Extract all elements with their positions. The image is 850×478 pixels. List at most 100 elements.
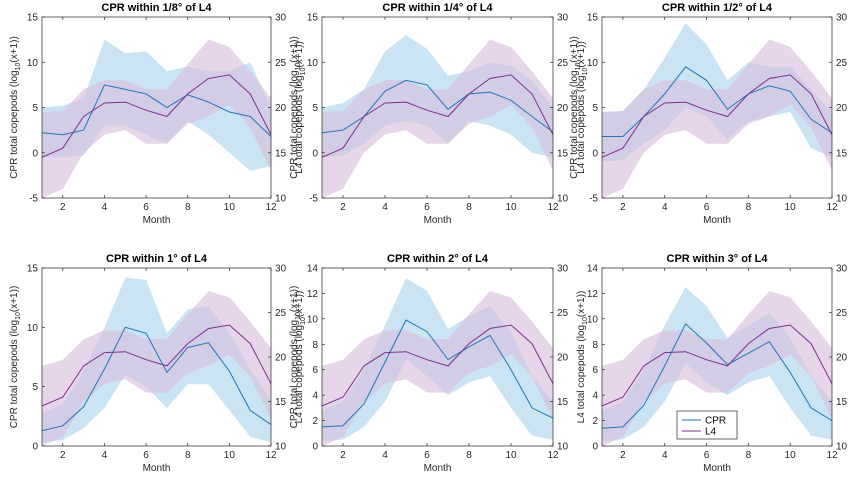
series-line-l4 xyxy=(42,324,271,407)
x-tick-label: 12 xyxy=(826,202,838,213)
y-left-axis-label: CPR total copepods (log10(x+1)) xyxy=(569,36,582,179)
y-right-tick-label: 25 xyxy=(275,58,287,69)
x-tick-label: 6 xyxy=(143,450,149,461)
y-right-tick-label: 10 xyxy=(275,194,287,205)
x-tick-label: 10 xyxy=(785,202,797,213)
y-right-tick-label: 30 xyxy=(557,264,569,275)
series-line-l4 xyxy=(602,74,832,158)
y-right-tick-label: 10 xyxy=(836,442,848,453)
y-left-tick-label: 15 xyxy=(27,13,39,24)
y-left-tick-label: 10 xyxy=(27,323,39,334)
x-tick-label: 6 xyxy=(424,202,430,213)
y-left-axis-label: CPR total copepods (log10(x+1)) xyxy=(9,286,22,429)
y-right-tick-label: 20 xyxy=(836,353,848,364)
y-left-tick-label: 10 xyxy=(587,314,599,325)
x-tick-label: 4 xyxy=(102,450,108,461)
x-tick-label: 10 xyxy=(224,450,236,461)
y-left-axis-label: CPR total copepods (log10(x+1)) xyxy=(289,36,302,179)
series-line-cpr xyxy=(42,84,271,137)
x-tick-label: 4 xyxy=(382,450,388,461)
series-line-cpr xyxy=(322,319,553,428)
chart-title: CPR within 3° of L4 xyxy=(667,253,769,265)
x-tick-label: 2 xyxy=(620,450,626,461)
y-right-axis-label: L4 total copepods (log10(x+1)) xyxy=(576,291,589,424)
y-left-tick-label: 15 xyxy=(27,264,39,275)
x-tick-label: 10 xyxy=(785,450,797,461)
x-tick-label: 12 xyxy=(265,450,277,461)
x-tick-label: 2 xyxy=(340,450,346,461)
y-left-tick-label: 2 xyxy=(592,416,598,427)
y-left-tick-label: 10 xyxy=(307,314,319,325)
band-l4 xyxy=(602,291,832,446)
x-tick-label: 4 xyxy=(102,202,108,213)
y-left-tick-label: 12 xyxy=(307,289,319,300)
x-tick-label: 6 xyxy=(143,202,149,213)
series-line-cpr xyxy=(602,66,832,137)
y-right-axis-label: L4 total copepods (log10(x+1)) xyxy=(576,41,589,174)
x-tick-label: 8 xyxy=(466,202,472,213)
x-tick-label: 10 xyxy=(224,202,236,213)
x-axis-label: Month xyxy=(143,463,171,474)
y-right-tick-label: 10 xyxy=(275,442,287,453)
chart-title: CPR within 1/2° of L4 xyxy=(662,2,773,14)
x-tick-label: 6 xyxy=(424,450,430,461)
y-right-tick-label: 15 xyxy=(275,397,287,408)
series-line-cpr xyxy=(602,323,832,429)
y-left-tick-label: 10 xyxy=(27,58,39,69)
y-right-tick-label: 30 xyxy=(275,264,287,275)
x-tick-label: 6 xyxy=(704,450,710,461)
x-tick-label: 12 xyxy=(826,450,838,461)
y-right-tick-label: 20 xyxy=(557,103,569,114)
y-right-tick-label: 25 xyxy=(836,58,848,69)
y-right-tick-label: 15 xyxy=(557,148,569,159)
y-right-tick-label: 10 xyxy=(557,442,569,453)
band-l4 xyxy=(42,39,271,198)
y-left-tick-label: 0 xyxy=(32,442,38,453)
y-right-tick-label: 25 xyxy=(836,308,848,319)
y-right-tick-label: 25 xyxy=(275,308,287,319)
y-right-tick-label: 15 xyxy=(275,148,287,159)
chart-title: CPR within 1/8° of L4 xyxy=(101,2,212,14)
y-left-tick-label: 4 xyxy=(592,391,598,402)
y-right-tick-label: 25 xyxy=(557,308,569,319)
series-line-l4 xyxy=(322,324,553,407)
y-right-tick-label: 10 xyxy=(557,194,569,205)
x-tick-label: 8 xyxy=(746,202,752,213)
y-left-axis-label: CPR total copepods (log10(x+1)) xyxy=(289,286,302,429)
chart-title: CPR within 2° of L4 xyxy=(387,253,489,265)
y-left-tick-label: 14 xyxy=(307,264,319,275)
y-left-tick-label: 0 xyxy=(592,148,598,159)
y-left-tick-label: 5 xyxy=(32,103,38,114)
x-tick-label: 10 xyxy=(505,450,517,461)
series-line-l4 xyxy=(322,74,553,158)
y-right-tick-label: 20 xyxy=(557,353,569,364)
y-left-tick-label: 0 xyxy=(312,148,318,159)
y-left-tick-label: 10 xyxy=(587,58,599,69)
y-left-axis-label: CPR total copepods (log10(x+1)) xyxy=(9,36,22,179)
x-tick-label: 10 xyxy=(505,202,517,213)
band-l4 xyxy=(42,291,271,446)
y-right-axis-label: L4 total copepods (log10(x+1)) xyxy=(294,291,307,424)
x-tick-label: 8 xyxy=(185,202,191,213)
y-right-tick-label: 30 xyxy=(275,13,287,24)
x-tick-label: 2 xyxy=(340,202,346,213)
y-right-tick-label: 10 xyxy=(836,194,848,205)
x-axis-label: Month xyxy=(703,215,731,226)
series-line-cpr xyxy=(42,326,271,432)
y-left-tick-label: 5 xyxy=(592,103,598,114)
y-left-tick-label: 15 xyxy=(587,13,599,24)
y-right-tick-label: 15 xyxy=(836,148,848,159)
y-right-tick-label: 20 xyxy=(836,103,848,114)
x-tick-label: 8 xyxy=(466,450,472,461)
y-left-tick-label: 8 xyxy=(312,340,318,351)
x-tick-label: 12 xyxy=(547,202,559,213)
y-left-tick-label: 6 xyxy=(312,365,318,376)
y-left-tick-label: 0 xyxy=(32,148,38,159)
